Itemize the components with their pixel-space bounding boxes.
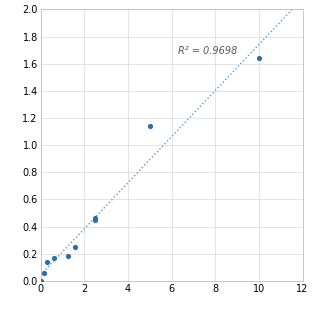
Text: R² = 0.9698: R² = 0.9698 — [178, 46, 237, 56]
Point — [66, 254, 71, 259]
Point — [72, 244, 77, 249]
Point — [93, 216, 98, 221]
Point — [41, 270, 46, 275]
Point — [93, 217, 98, 222]
Point — [38, 278, 43, 283]
Point — [256, 56, 261, 61]
Point — [45, 259, 50, 264]
Point — [147, 124, 152, 129]
Point — [52, 255, 57, 260]
